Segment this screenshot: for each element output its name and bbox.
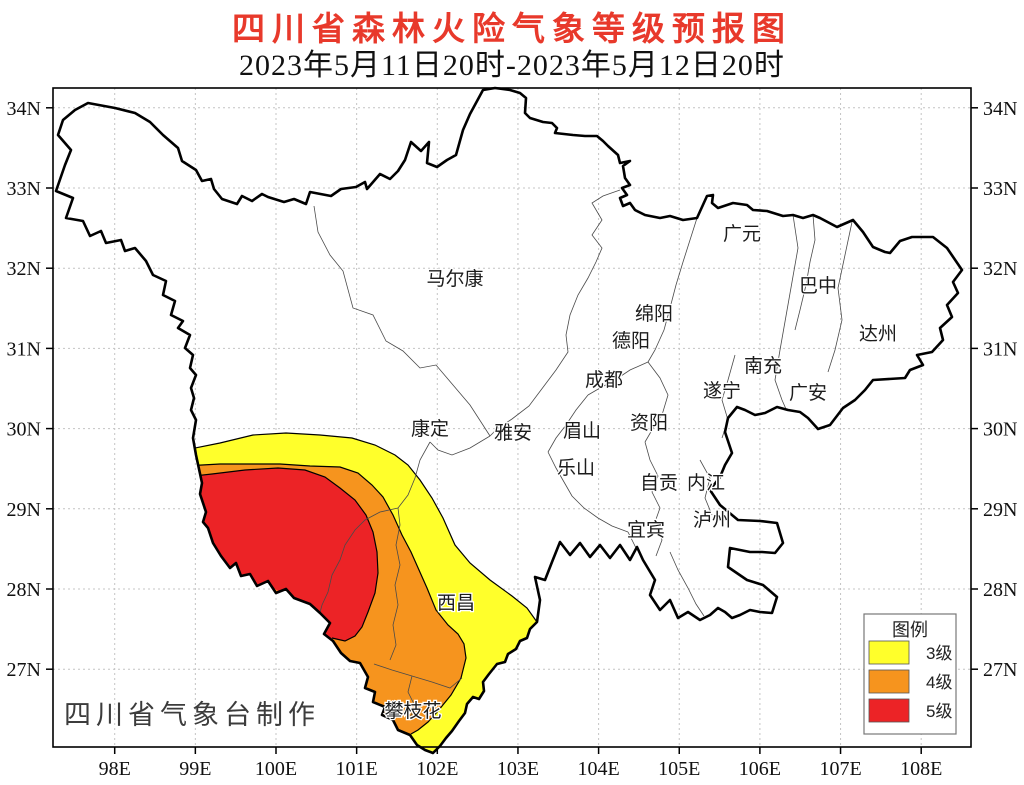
risk-zone-3-outline	[184, 432, 538, 623]
city-label-内江: 内江	[687, 472, 725, 494]
city-label-南充: 南充	[744, 355, 782, 377]
y-axis-label-right: 30N	[983, 419, 1017, 441]
city-label-巴中: 巴中	[799, 275, 837, 297]
y-axis-label-right: 31N	[983, 338, 1017, 360]
city-label-马尔康: 马尔康	[426, 268, 483, 290]
city-label-达州: 达州	[859, 323, 897, 345]
y-axis-label-right: 32N	[983, 258, 1017, 280]
x-axis-label: 104E	[577, 758, 619, 780]
y-axis-label-right: 27N	[983, 659, 1017, 681]
city-label-乐山: 乐山	[557, 457, 595, 479]
legend-swatch-3级	[868, 640, 910, 665]
page-title: 四川省森林火险气象等级预报图	[232, 10, 792, 47]
y-axis-label-right: 29N	[983, 499, 1017, 521]
city-label-自贡: 自贡	[640, 472, 678, 494]
legend-title: 图例	[892, 620, 928, 640]
city-label-绵阳: 绵阳	[635, 303, 673, 325]
fire-risk-zones	[182, 432, 545, 753]
city-label-泸州: 泸州	[693, 509, 731, 531]
city-label-成都: 成都	[585, 369, 623, 391]
city-label-资阳: 资阳	[630, 412, 668, 434]
y-axis-label-left: 32N	[7, 258, 41, 280]
city-label-康定: 康定	[411, 418, 449, 440]
x-axis-label: 98E	[99, 758, 131, 780]
prefecture-boundaries	[313, 189, 853, 719]
plot-frame	[52, 87, 972, 748]
y-axis-label-left: 31N	[7, 338, 41, 360]
y-axis-label-right: 34N	[983, 98, 1017, 120]
x-axis-label: 107E	[819, 758, 861, 780]
y-axis-label-left: 30N	[7, 419, 41, 441]
legend-label-4级: 4级	[926, 673, 952, 692]
x-axis-label: 106E	[739, 758, 781, 780]
x-axis-label: 100E	[255, 758, 297, 780]
legend-swatch-5级	[868, 698, 910, 723]
risk-zone-5-outline	[184, 467, 379, 642]
axis-labels: 98E 99E 100E 101E 102E 103E 104E 105E 106E 107E 10…	[7, 98, 1018, 780]
y-axis-label-right: 33N	[983, 178, 1017, 200]
x-axis-label: 102E	[416, 758, 458, 780]
y-axis-label-left: 28N	[7, 579, 41, 601]
city-label-德阳: 德阳	[612, 330, 650, 352]
legend: 图例 3级 4级 5级	[863, 613, 957, 735]
x-axis-label: 108E	[900, 758, 942, 780]
legend-label-3级: 3级	[926, 644, 952, 663]
axis-ticks	[46, 107, 978, 754]
city-label-宜宾: 宜宾	[627, 519, 665, 541]
city-label-遂宁: 遂宁	[703, 380, 741, 402]
province-outline	[54, 86, 964, 755]
y-axis-label-left: 27N	[7, 659, 41, 681]
x-axis-label: 105E	[658, 758, 700, 780]
x-axis-label: 103E	[497, 758, 539, 780]
page-subtitle: 2023年5月11日20时-2023年5月12日20时	[239, 49, 785, 82]
x-axis-label: 101E	[336, 758, 378, 780]
risk-zone-5-red	[185, 468, 378, 641]
x-axis-label: 99E	[179, 758, 211, 780]
risk-zone-4-outline	[184, 463, 467, 735]
city-label-广元: 广元	[723, 223, 761, 245]
legend-swatch-4级	[868, 669, 910, 694]
city-label-眉山: 眉山	[563, 420, 601, 442]
city-label-雅安: 雅安	[494, 422, 532, 444]
y-axis-label-left: 33N	[7, 178, 41, 200]
y-axis-label-right: 28N	[983, 579, 1017, 601]
city-label-广安: 广安	[789, 382, 827, 404]
y-axis-label-left: 34N	[7, 98, 41, 120]
legend-items: 3级 4级 5级	[868, 640, 952, 723]
city-label-攀枝花: 攀枝花	[384, 700, 441, 722]
y-axis-label-left: 29N	[7, 499, 41, 521]
city-label-西昌: 西昌	[437, 593, 475, 614]
attribution-text: 四川省气象台制作	[64, 700, 320, 730]
legend-label-5级: 5级	[926, 702, 952, 721]
